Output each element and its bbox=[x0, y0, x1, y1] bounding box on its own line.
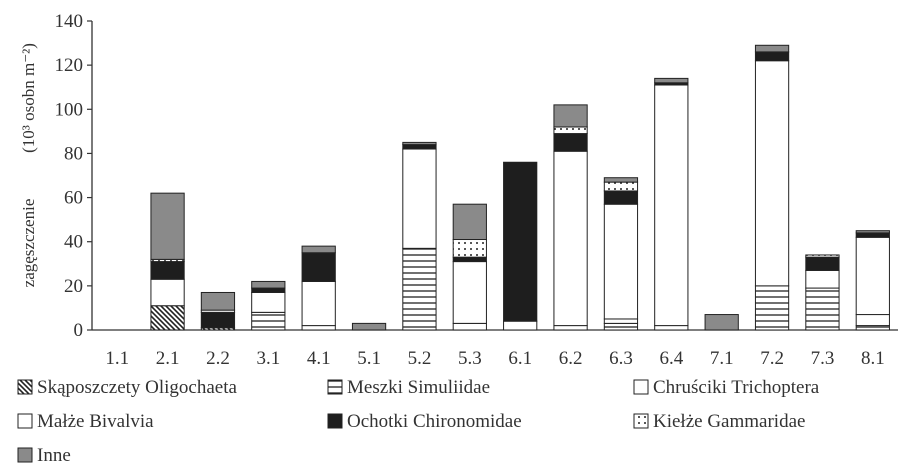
bar-segment bbox=[754, 60, 790, 287]
bar-segment bbox=[402, 247, 437, 331]
bar-segment bbox=[452, 239, 487, 258]
bar-segment bbox=[654, 84, 689, 327]
axes: 0 20 40 60 80 100 120 140 1.1 2.1 2.2 3.1 4.1 5.1 5.2 5… bbox=[55, 11, 898, 369]
bar-segment bbox=[150, 192, 185, 260]
legend-label: Chruściki Trichoptera bbox=[653, 377, 820, 398]
bar-segment bbox=[754, 44, 790, 53]
x-tick-label: 6.2 bbox=[559, 348, 583, 369]
bar-segment bbox=[251, 287, 286, 293]
x-tick-label: 6.1 bbox=[508, 348, 532, 369]
x-tick-label: 2.1 bbox=[156, 348, 180, 369]
bar-segment bbox=[301, 252, 336, 282]
bar-segment bbox=[754, 285, 790, 331]
bar-segment bbox=[805, 256, 840, 271]
legend-label: Kiełże Gammaridae bbox=[653, 411, 805, 432]
legend-label: Małże Bivalvia bbox=[37, 411, 154, 432]
y-tick-label: 60 bbox=[64, 188, 83, 209]
bar-segment bbox=[654, 325, 689, 331]
bar-segment bbox=[402, 148, 437, 249]
bar-segment bbox=[200, 311, 236, 329]
y-tick-label: 100 bbox=[55, 99, 84, 120]
bar-segment bbox=[301, 280, 336, 327]
bar-segment bbox=[150, 261, 185, 280]
bar-segment bbox=[452, 203, 487, 241]
y-tick-label: 0 bbox=[74, 320, 84, 341]
bar-segment bbox=[603, 181, 639, 192]
legend-swatch bbox=[633, 413, 649, 429]
bar-segment bbox=[251, 280, 286, 289]
legend-swatch bbox=[633, 379, 649, 395]
x-tick-label: 1.1 bbox=[105, 348, 129, 369]
x-tick-label: 7.2 bbox=[760, 348, 784, 369]
bar-segment bbox=[553, 133, 588, 152]
y-tick-label: 140 bbox=[55, 11, 84, 32]
x-tick-label: 4.1 bbox=[307, 348, 331, 369]
bar-segment bbox=[603, 177, 639, 183]
bar-segment bbox=[503, 161, 538, 322]
y-axis-unit: (10³ osobn m⁻²) bbox=[19, 43, 38, 153]
bar-segment bbox=[855, 314, 890, 327]
y-tick-label: 80 bbox=[64, 143, 83, 164]
x-tick-label: 3.1 bbox=[256, 348, 280, 369]
bar-segment bbox=[150, 305, 185, 331]
bar-segment bbox=[553, 126, 588, 135]
x-tick-label: 2.2 bbox=[206, 348, 230, 369]
legend-label: Ochotki Chironomidae bbox=[347, 411, 522, 432]
bar-segment bbox=[855, 236, 890, 316]
legend-swatch bbox=[17, 447, 33, 463]
x-tick-label: 5.1 bbox=[357, 348, 381, 369]
bar-segment bbox=[351, 322, 387, 331]
x-tick-label: 5.2 bbox=[408, 348, 432, 369]
legend-swatch bbox=[17, 379, 33, 395]
bar-segment bbox=[855, 232, 890, 238]
bar-segment bbox=[402, 144, 437, 150]
bar-segment bbox=[855, 325, 890, 331]
legend-label: Inne bbox=[37, 445, 71, 466]
legend-label: Meszki Simuliidae bbox=[347, 377, 490, 398]
bar-segment bbox=[805, 287, 840, 331]
y-axis-label: zagęszczenie bbox=[19, 199, 38, 288]
bar-segment bbox=[251, 291, 286, 313]
y-tick-label: 40 bbox=[64, 232, 83, 253]
y-tick-label: 120 bbox=[55, 55, 84, 76]
bar-segment bbox=[553, 150, 588, 327]
bar-segment bbox=[150, 278, 185, 307]
bar-segment bbox=[301, 245, 336, 254]
bar-segment bbox=[402, 141, 437, 146]
bar-segment bbox=[805, 269, 840, 289]
bar-segment bbox=[704, 314, 739, 331]
bar-segment bbox=[603, 322, 639, 331]
bar-segment bbox=[251, 311, 286, 331]
bar-segment bbox=[603, 203, 639, 320]
bar-segment bbox=[603, 190, 639, 205]
bar-segment bbox=[200, 291, 236, 311]
bar-segment bbox=[754, 51, 790, 62]
bar-segment bbox=[503, 320, 538, 331]
y-tick-label: 20 bbox=[64, 276, 83, 297]
x-tick-label: 6.4 bbox=[659, 348, 683, 369]
bar-segment bbox=[553, 325, 588, 331]
bar-segment bbox=[452, 261, 487, 324]
bar-segment bbox=[603, 318, 639, 324]
x-tick-label: 7.3 bbox=[811, 348, 835, 369]
bar-segment bbox=[452, 256, 487, 263]
legend-swatch bbox=[327, 379, 343, 395]
bar-segment bbox=[452, 322, 487, 331]
legend-label: Skąposzczety Oligochaeta bbox=[37, 377, 238, 398]
legend-swatch bbox=[327, 413, 343, 429]
bar-segment bbox=[805, 254, 840, 258]
bar-segment bbox=[301, 325, 336, 331]
x-tick-label: 8.1 bbox=[861, 348, 885, 369]
bars bbox=[150, 44, 890, 331]
x-tick-label: 5.3 bbox=[458, 348, 482, 369]
legend: Skąposzczety Oligochaeta Meszki Simuliida… bbox=[17, 377, 820, 466]
x-tick-label: 6.3 bbox=[609, 348, 633, 369]
bar-segment bbox=[654, 77, 689, 84]
x-tick-label: 7.1 bbox=[710, 348, 734, 369]
bar-segment bbox=[855, 230, 890, 234]
bar-segment bbox=[553, 104, 588, 128]
legend-swatch bbox=[17, 413, 33, 429]
